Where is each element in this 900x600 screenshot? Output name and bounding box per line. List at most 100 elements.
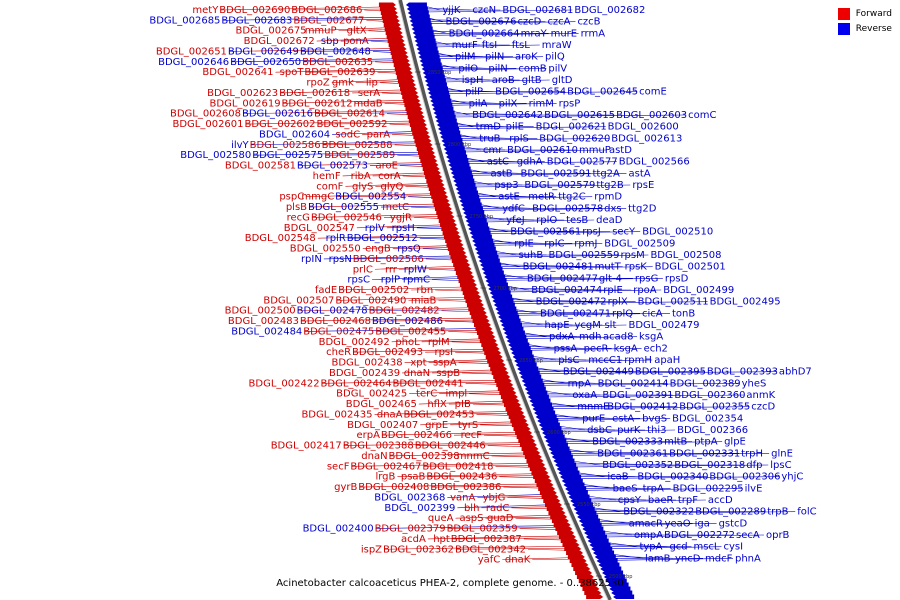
- gene-label: phoL: [395, 337, 420, 348]
- leader-line: [420, 421, 515, 426]
- forward-gene-feature: [419, 154, 437, 159]
- gene-label: bvgS: [642, 413, 667, 424]
- gene-label: mdaB: [354, 98, 383, 109]
- reverse-gene-feature: [558, 470, 580, 475]
- leader-line: [479, 208, 627, 211]
- gene-label: BDGL_002588: [322, 140, 393, 151]
- leader-line: [523, 538, 563, 541]
- gene-label: BDGL_002386: [430, 482, 501, 493]
- reverse-gene-feature: [476, 250, 498, 255]
- gene-label: mdh: [579, 332, 601, 343]
- leader-line: [243, 110, 410, 115]
- gene-label: BDGL_002408: [358, 482, 429, 493]
- reverse-gene-feature: [428, 90, 450, 95]
- reverse-gene-feature: [485, 278, 507, 283]
- leader-line: [339, 286, 465, 291]
- gene-label: aroB: [492, 75, 515, 86]
- reverse-gene-feature: [465, 218, 487, 223]
- forward-gene-feature: [440, 222, 458, 227]
- gene-label: rpmD: [594, 192, 622, 203]
- gene-label: baeS: [613, 483, 638, 494]
- gene-label: truB: [479, 133, 500, 144]
- gene-label: BDGL_002690: [219, 5, 290, 16]
- forward-gene-feature: [378, 2, 396, 7]
- leader-line: [422, 248, 451, 250]
- leader-line: [250, 141, 418, 146]
- leader-line: [468, 171, 519, 174]
- leader-line: [558, 425, 586, 431]
- gene-label: rplP: [381, 275, 400, 286]
- leader-line: [457, 504, 549, 509]
- reverse-gene-feature: [532, 406, 554, 411]
- gene-label: ycgM: [574, 320, 600, 331]
- reverse-gene-feature: [484, 274, 506, 279]
- gene-label: BDGL_002675: [235, 26, 306, 37]
- forward-gene-feature: [421, 162, 439, 167]
- gene-label: BDGL_002548: [245, 233, 316, 244]
- gene-label: iga: [695, 518, 710, 529]
- gene-label: secY: [612, 227, 636, 238]
- leader-line: [432, 44, 540, 48]
- forward-gene-feature: [481, 342, 499, 347]
- leader-line: [421, 340, 483, 343]
- gene-label: xpt: [410, 358, 426, 369]
- leader-line: [317, 234, 447, 239]
- reverse-gene-feature: [543, 434, 565, 439]
- gene-label: BDGL_002578: [532, 203, 603, 214]
- forward-gene-feature: [414, 138, 432, 143]
- forward-gene-feature: [576, 574, 594, 579]
- leader-line: [405, 185, 431, 188]
- leader-line: [510, 301, 708, 304]
- reverse-gene-feature: [421, 66, 443, 71]
- gene-label: pilQ: [545, 52, 565, 63]
- gene-label: BDGL_002683: [221, 15, 292, 26]
- gene-label: ttg2B: [596, 180, 624, 191]
- forward-gene-feature: [488, 362, 506, 367]
- gene-label: folC: [797, 507, 816, 518]
- gene-label: pilM: [455, 52, 476, 63]
- leader-line: [448, 402, 507, 405]
- leader-line: [372, 319, 475, 322]
- reverse-gene-feature: [502, 326, 524, 331]
- forward-gene-feature: [468, 306, 486, 311]
- leader-line: [587, 499, 706, 503]
- gene-label: rplO: [536, 215, 557, 226]
- reverse-gene-feature: [524, 386, 546, 391]
- legend-reverse-label: Reverse: [855, 24, 892, 34]
- reverse-gene-feature: [439, 130, 461, 135]
- forward-gene-feature: [538, 486, 556, 491]
- gene-label: czcD: [517, 17, 541, 28]
- reverse-gene-feature: [555, 462, 577, 467]
- leader-line: [382, 92, 404, 95]
- gene-label: ksgA: [639, 332, 663, 343]
- gene-label: BDGL_002441: [393, 378, 464, 389]
- gene-label: BDGL_002646: [158, 57, 229, 68]
- gene-label: cysI: [723, 542, 743, 553]
- leader-line: [304, 328, 479, 332]
- leader-line: [441, 77, 490, 81]
- gene-label: BDGL_002512: [347, 233, 418, 244]
- forward-gene-feature: [560, 538, 578, 543]
- leader-line: [602, 530, 633, 536]
- reverse-gene-feature: [481, 266, 503, 271]
- gene-label: BDGL_002414: [598, 378, 669, 389]
- gene-label: vanA: [450, 492, 475, 503]
- forward-gene-feature: [539, 490, 557, 495]
- gene-label: yfeJ: [506, 215, 525, 226]
- leader-line: [475, 192, 497, 197]
- gene-label: rimM: [529, 98, 554, 109]
- leader-line: [431, 485, 540, 488]
- leader-line: [435, 289, 465, 292]
- forward-gene-feature: [544, 502, 562, 507]
- leader-line: [316, 37, 390, 42]
- leader-line: [438, 300, 468, 302]
- leader-line: [381, 205, 437, 208]
- gene-label: astD: [609, 145, 632, 156]
- forward-gene-feature: [450, 254, 468, 259]
- forward-gene-feature: [407, 114, 425, 119]
- gene-label: BDGL_002478: [297, 306, 368, 317]
- forward-gene-feature: [432, 198, 450, 203]
- gene-label: BDGL_002676: [445, 17, 516, 28]
- gene-label: dxs: [604, 203, 621, 214]
- gene-label: murE: [551, 28, 578, 39]
